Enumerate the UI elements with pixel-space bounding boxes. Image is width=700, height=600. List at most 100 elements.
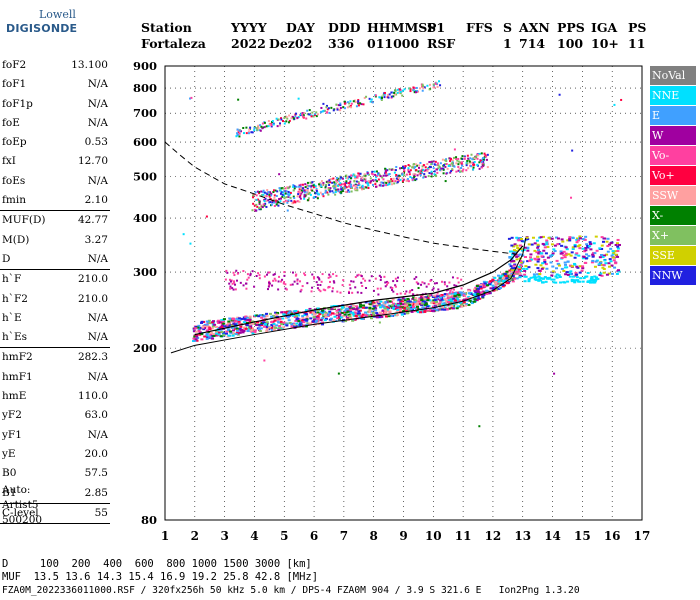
echo-point [233, 280, 236, 283]
echo-point [220, 324, 224, 327]
echo-point [334, 188, 337, 191]
echo-point [278, 197, 281, 200]
echo-point [510, 260, 514, 263]
echo-point [342, 106, 345, 109]
echo-point [377, 304, 381, 307]
echo-point [511, 280, 515, 283]
param-row: h`F 210.0 [0, 270, 110, 289]
echo-point [297, 97, 300, 100]
echo-point [411, 303, 415, 306]
echo-point [245, 316, 249, 319]
echo-point [384, 281, 387, 284]
echo-point [383, 93, 386, 96]
echo-point [416, 305, 420, 308]
echo-point [450, 288, 453, 291]
echo-point [328, 273, 331, 276]
echo-point [196, 326, 200, 329]
echo-point [554, 281, 558, 284]
echo-point [563, 261, 567, 264]
echo-point [561, 240, 565, 243]
echo-point [318, 183, 321, 186]
echo-point [298, 185, 301, 188]
echo-point [237, 320, 241, 323]
echo-point [391, 91, 394, 94]
echo-point [368, 310, 372, 313]
echo-point [352, 313, 356, 316]
y-tick-label: 80 [141, 513, 157, 527]
echo-point [231, 287, 234, 290]
echo-point [342, 279, 345, 282]
echo-point [235, 327, 239, 330]
echo-point [399, 90, 402, 93]
echo-point [344, 184, 347, 187]
echo-point [560, 267, 564, 270]
echo-point [361, 188, 364, 191]
echo-point [283, 201, 286, 204]
echo-point [265, 315, 269, 318]
echo-point [458, 305, 462, 308]
echo-point [324, 186, 327, 189]
echo-point [475, 285, 479, 288]
echo-point [268, 195, 271, 198]
echo-point [211, 325, 215, 328]
echo-point [532, 273, 536, 276]
echo-point [272, 314, 276, 317]
echo-point [347, 177, 350, 180]
echo-point [479, 287, 483, 290]
echo-point [610, 264, 614, 267]
param-value: N/A [87, 428, 108, 441]
echo-point [460, 301, 464, 304]
echo-point [605, 253, 609, 256]
echo-point [581, 247, 585, 250]
echo-point [337, 309, 341, 312]
echo-point [575, 273, 579, 276]
echo-point [594, 235, 598, 238]
echo-point [471, 301, 475, 304]
echo-point [270, 329, 274, 332]
echo-point [225, 330, 229, 333]
echo-point [424, 166, 427, 169]
echo-point [209, 333, 213, 336]
echo-point [469, 292, 473, 295]
echo-point [389, 286, 392, 289]
echo-point [545, 239, 549, 242]
echo-point [283, 281, 286, 284]
echo-point [295, 112, 298, 115]
echo-point [379, 278, 382, 281]
echo-point [408, 164, 411, 167]
echo-point [470, 161, 473, 164]
echo-point [258, 208, 261, 211]
echo-point [455, 307, 459, 310]
echo-point [297, 311, 301, 314]
echo-point [386, 280, 389, 283]
echo-point [468, 159, 471, 162]
echo-point [335, 185, 338, 188]
echo-point [458, 301, 462, 304]
param-name: MUF(D) [2, 214, 46, 227]
echo-point [352, 314, 356, 317]
echo-point [604, 262, 608, 265]
echo-point [429, 279, 432, 282]
echo-point [337, 177, 340, 180]
echo-point [377, 303, 381, 306]
echo-point [479, 283, 483, 286]
echo-point [428, 167, 431, 170]
echo-point [550, 278, 554, 281]
echo-point [287, 195, 290, 198]
echo-point [411, 297, 415, 300]
echo-point [203, 335, 207, 338]
param-name: foEs [2, 174, 26, 187]
echo-point [457, 295, 461, 298]
echo-point [377, 316, 381, 319]
echo-point [340, 188, 343, 191]
echo-point [566, 260, 570, 263]
echo-point [485, 292, 489, 295]
echo-point [297, 116, 300, 119]
echo-point [457, 299, 461, 302]
echo-point [251, 332, 255, 335]
echo-point [585, 253, 589, 256]
echo-point [375, 316, 379, 319]
echo-point [343, 107, 346, 110]
echo-point [514, 270, 518, 273]
echo-point [195, 339, 199, 342]
